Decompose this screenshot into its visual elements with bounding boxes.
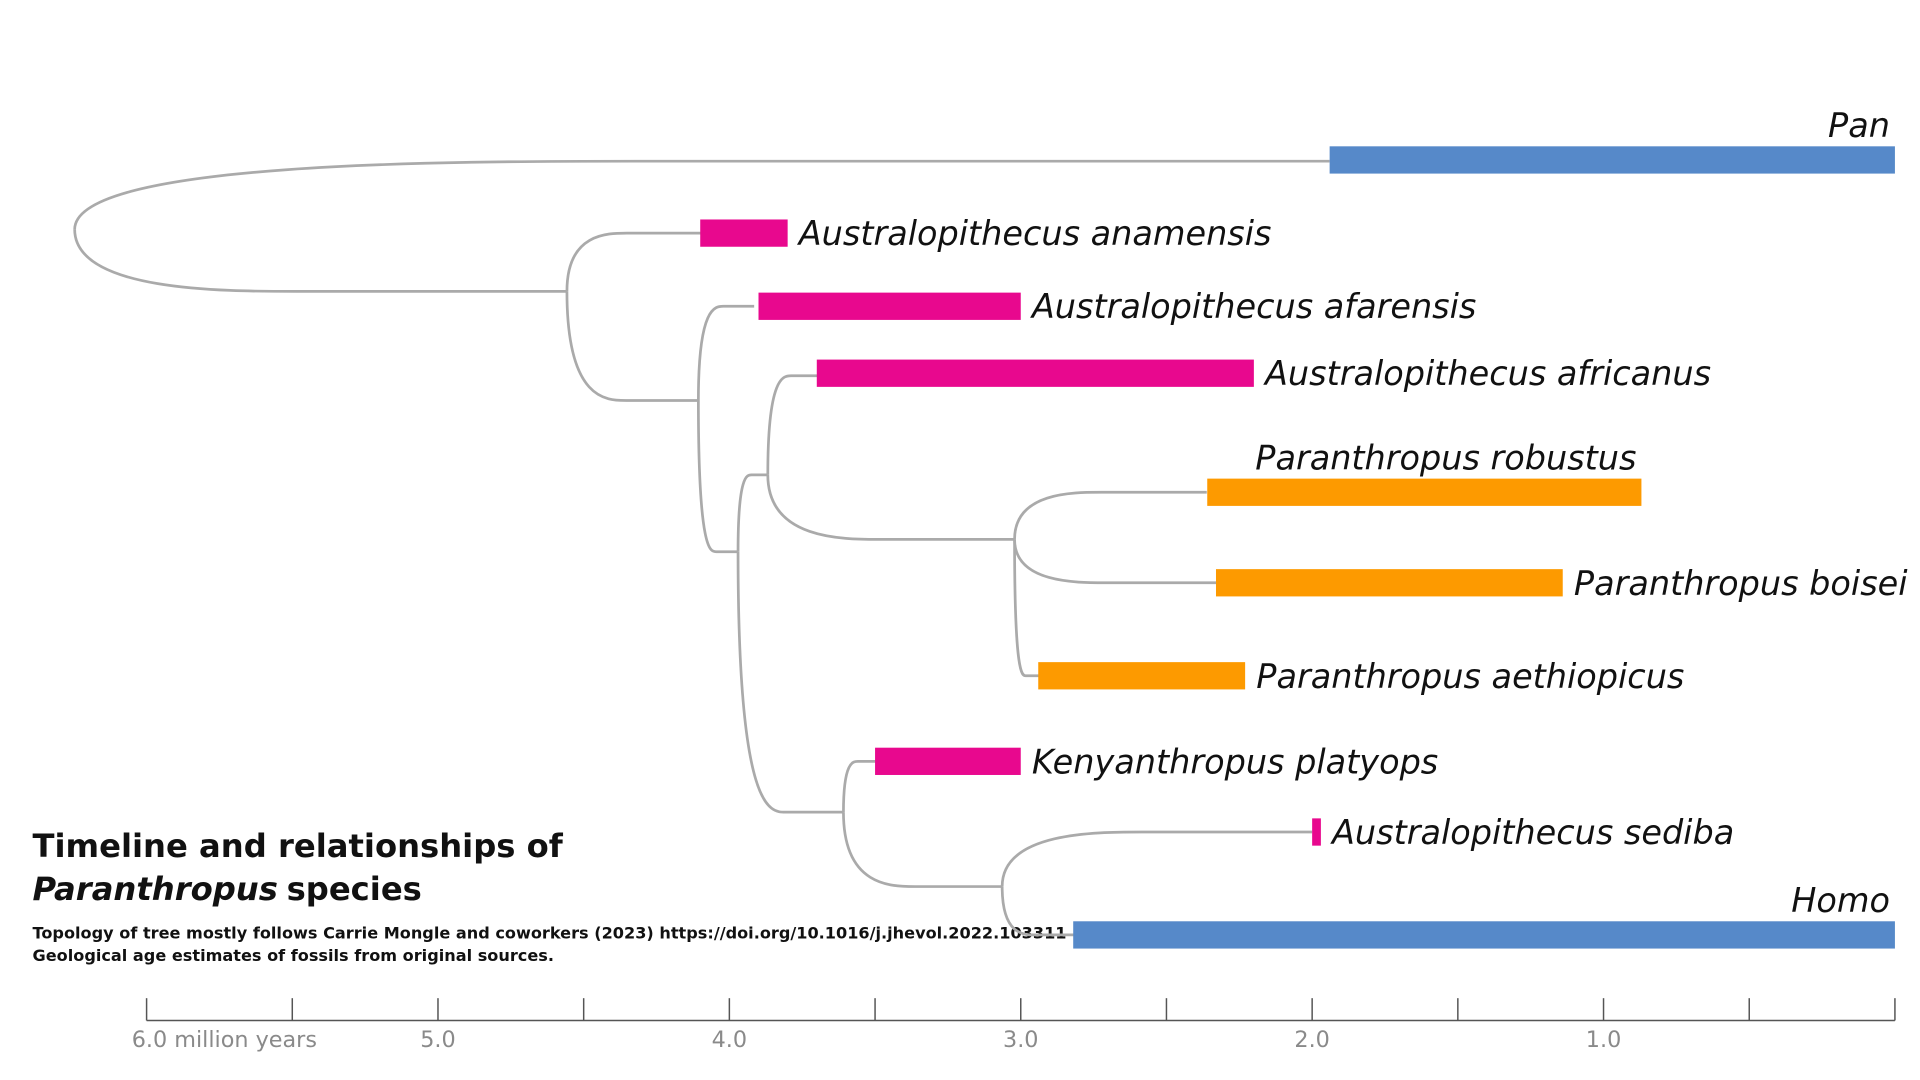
bar bbox=[875, 747, 1021, 775]
species-label: Kenyanthropus platyops bbox=[1032, 742, 1438, 781]
bar bbox=[1073, 921, 1895, 949]
branch bbox=[565, 291, 699, 402]
branch bbox=[736, 473, 768, 552]
chart-title: Timeline and relationships of bbox=[33, 827, 564, 865]
note: Topology of tree mostly follows Carrie M… bbox=[33, 924, 1067, 943]
x-tick-label: 2.0 bbox=[1294, 1027, 1329, 1053]
branch bbox=[1000, 886, 1075, 937]
branch bbox=[73, 159, 1330, 230]
branch bbox=[736, 551, 844, 814]
bar bbox=[1215, 569, 1563, 597]
tree bbox=[73, 159, 1330, 937]
x-tick-label: 3.0 bbox=[1003, 1027, 1038, 1053]
branch bbox=[766, 374, 820, 475]
bar bbox=[1312, 818, 1321, 846]
branch bbox=[842, 812, 1003, 888]
species-label: Australopithecus africanus bbox=[1263, 354, 1711, 393]
bar bbox=[700, 219, 788, 247]
bar bbox=[1038, 662, 1246, 690]
bar bbox=[1329, 146, 1895, 174]
x-tick-label: 6.0 million years bbox=[132, 1027, 317, 1053]
branch bbox=[1013, 490, 1207, 540]
title-rest: species bbox=[287, 870, 422, 908]
species-label: Australopithecus sediba bbox=[1330, 813, 1734, 852]
species-label: Pan bbox=[1828, 106, 1890, 145]
branch bbox=[565, 231, 701, 292]
species-label: Paranthropus robustus bbox=[1255, 439, 1636, 478]
branch bbox=[73, 229, 567, 293]
branch bbox=[1013, 539, 1040, 678]
branch bbox=[697, 400, 739, 554]
chart-title-line2: Paranthropus species bbox=[33, 870, 422, 908]
bar bbox=[758, 292, 1021, 320]
x-tick-label: 1.0 bbox=[1586, 1027, 1621, 1053]
branch bbox=[842, 759, 876, 813]
note: Geological age estimates of fossils from… bbox=[33, 946, 554, 965]
branch bbox=[1013, 539, 1217, 585]
bar bbox=[816, 359, 1254, 387]
branch bbox=[1000, 830, 1313, 887]
bar bbox=[1207, 478, 1642, 506]
branch bbox=[766, 474, 1015, 541]
branch bbox=[697, 304, 755, 401]
species-label: Paranthropus aethiopicus bbox=[1256, 657, 1684, 696]
species-label: Homo bbox=[1791, 881, 1890, 920]
species-label: Australopithecus afarensis bbox=[1030, 287, 1476, 326]
species-label: Australopithecus anamensis bbox=[797, 214, 1272, 253]
species-label: Paranthropus boisei bbox=[1574, 564, 1908, 603]
x-tick-label: 5.0 bbox=[420, 1027, 455, 1053]
x-tick-label: 4.0 bbox=[712, 1027, 747, 1053]
title-genus: Paranthropus bbox=[33, 870, 278, 908]
